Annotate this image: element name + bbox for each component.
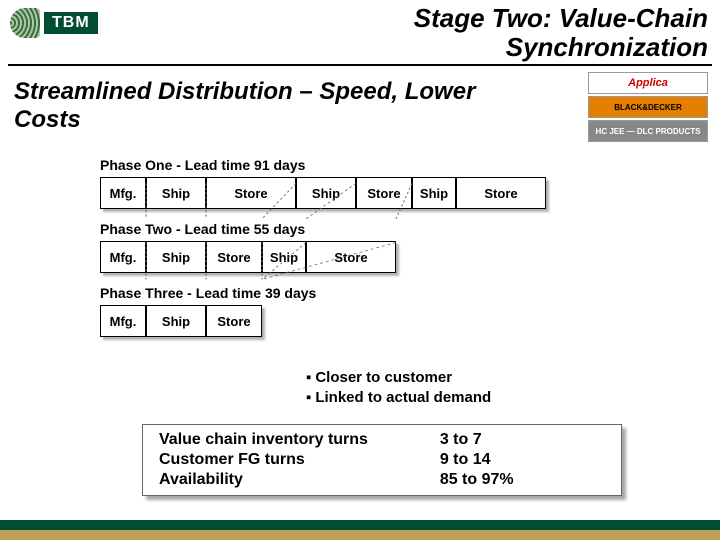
footer-gold-bar	[0, 530, 720, 540]
phase2-chain: Mfg. Ship Store Ship Store	[100, 241, 680, 273]
metric-l3: Availability	[159, 470, 440, 490]
bullet-2: Linked to actual demand	[306, 388, 491, 408]
phase1-label: Phase One - Lead time 91 days	[100, 157, 680, 173]
phase3-chain: Mfg. Ship Store	[100, 305, 680, 337]
title-underline	[8, 64, 712, 66]
seg-store: Store	[356, 177, 412, 209]
logo-applica: Applica	[588, 72, 708, 94]
logo-mark-icon	[10, 8, 40, 38]
metrics-labels: Value chain inventory turns Customer FG …	[159, 430, 440, 490]
subtitle-line-2: Costs	[14, 106, 81, 133]
seg-store: Store	[206, 305, 262, 337]
seg-ship: Ship	[262, 241, 306, 273]
seg-store: Store	[206, 177, 296, 209]
seg-store: Store	[206, 241, 262, 273]
seg-ship: Ship	[146, 305, 206, 337]
logo-hcjee: HC JEE — DLC PRODUCTS	[588, 120, 708, 142]
title-line-2: Synchronization	[414, 33, 708, 62]
footer	[0, 522, 720, 540]
seg-ship: Ship	[146, 241, 206, 273]
phase3-label: Phase Three - Lead time 39 days	[100, 285, 680, 301]
page-title: Stage Two: Value-Chain Synchronization	[414, 4, 708, 61]
footer-green-bar	[0, 520, 720, 530]
metric-l1: Value chain inventory turns	[159, 430, 440, 450]
logo-blackdecker: BLACK&DECKER	[588, 96, 708, 118]
metric-l2: Customer FG turns	[159, 450, 440, 470]
metrics-values: 3 to 7 9 to 14 85 to 97%	[440, 430, 605, 490]
seg-store: Store	[306, 241, 396, 273]
phase2-label: Phase Two - Lead time 55 days	[100, 221, 680, 237]
metric-r3: 85 to 97%	[440, 470, 605, 490]
metric-r2: 9 to 14	[440, 450, 605, 470]
title-line-1: Stage Two: Value-Chain	[414, 4, 708, 33]
seg-ship: Ship	[296, 177, 356, 209]
subtitle: Streamlined Distribution – Speed, Lower …	[14, 78, 475, 133]
seg-mfg: Mfg.	[100, 177, 146, 209]
seg-ship: Ship	[146, 177, 206, 209]
phase-area: Phase One - Lead time 91 days Mfg. Ship …	[100, 145, 680, 337]
seg-store: Store	[456, 177, 546, 209]
seg-ship: Ship	[412, 177, 456, 209]
logo: TBM	[10, 8, 98, 38]
seg-mfg: Mfg.	[100, 241, 146, 273]
bullet-list: Closer to customer Linked to actual dema…	[306, 368, 491, 407]
phase1-chain: Mfg. Ship Store Ship Store Ship Store	[100, 177, 680, 209]
metric-r1: 3 to 7	[440, 430, 605, 450]
logo-text: TBM	[44, 12, 98, 34]
bullet-1: Closer to customer	[306, 368, 491, 388]
partner-logos: Applica BLACK&DECKER HC JEE — DLC PRODUC…	[588, 72, 708, 142]
subtitle-line-1: Streamlined Distribution – Speed, Lower	[14, 78, 475, 105]
metrics-box: Value chain inventory turns Customer FG …	[142, 424, 622, 496]
seg-mfg: Mfg.	[100, 305, 146, 337]
